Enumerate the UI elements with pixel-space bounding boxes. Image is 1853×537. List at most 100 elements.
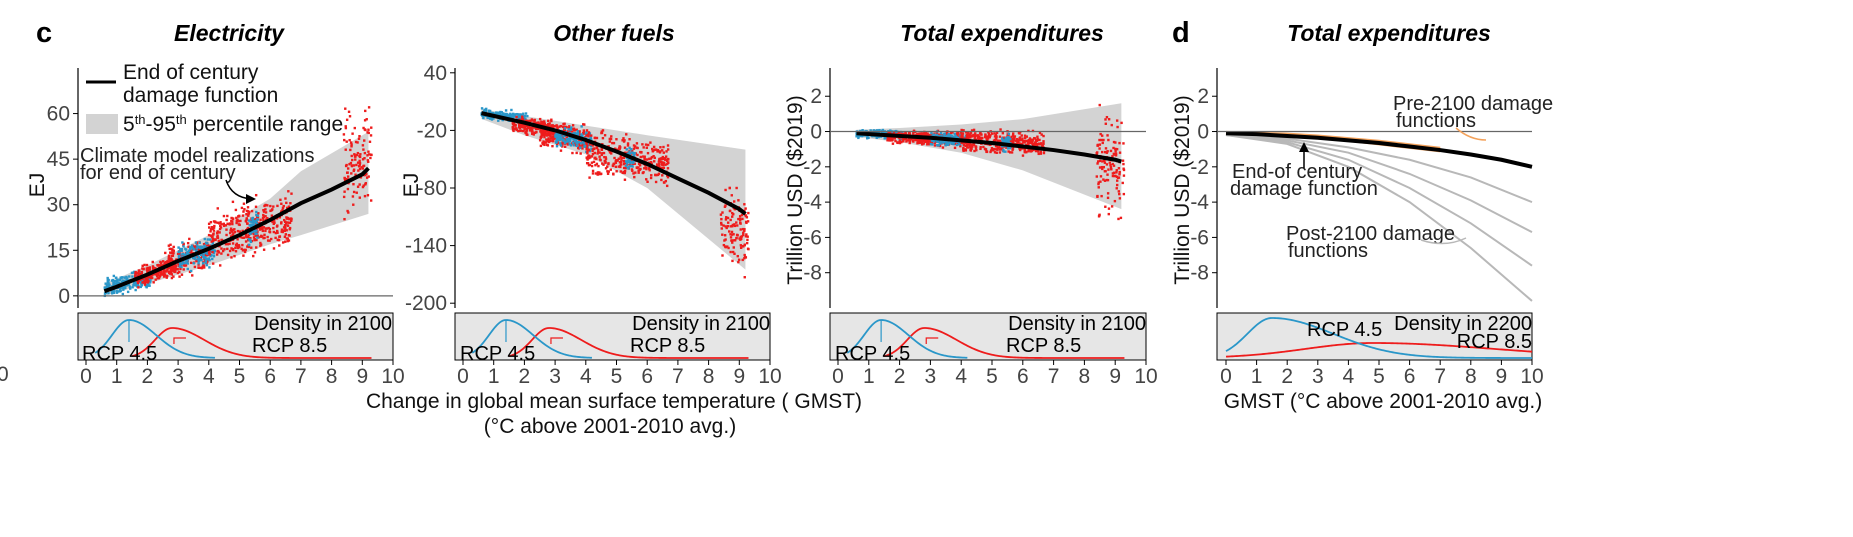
scatter-point bbox=[595, 146, 599, 149]
scatter-point bbox=[653, 156, 656, 160]
x-tick-label: 9 bbox=[1496, 365, 1508, 388]
scatter-point bbox=[357, 137, 361, 140]
scatter-point bbox=[888, 139, 891, 142]
scatter-point bbox=[1106, 134, 1109, 137]
scatter-point bbox=[575, 144, 579, 148]
scatter-point bbox=[995, 151, 998, 154]
scatter-point bbox=[1095, 175, 1099, 178]
scatter-point bbox=[125, 275, 128, 279]
scatter-point bbox=[164, 251, 167, 255]
scatter-point bbox=[579, 146, 582, 149]
scatter-point bbox=[356, 151, 360, 155]
scatter-point bbox=[237, 223, 241, 226]
scatter-point bbox=[362, 148, 365, 151]
scatter-point bbox=[735, 233, 739, 237]
scatter-point bbox=[951, 131, 954, 134]
scatter-point bbox=[361, 167, 364, 170]
scatter-point bbox=[562, 134, 566, 137]
scatter-point bbox=[177, 256, 181, 259]
scatter-point bbox=[1121, 181, 1124, 185]
scatter-point bbox=[264, 211, 268, 214]
scatter-point bbox=[856, 135, 859, 138]
scatter-point bbox=[566, 130, 569, 133]
scatter-point bbox=[346, 187, 350, 191]
scatter-point bbox=[614, 147, 617, 150]
scatter-point bbox=[541, 141, 544, 145]
scatter-point bbox=[724, 204, 727, 207]
scatter-point bbox=[638, 164, 642, 167]
scatter-point bbox=[151, 260, 154, 264]
scatter-point bbox=[598, 155, 601, 158]
scatter-point bbox=[484, 109, 488, 112]
x-tick-label: 0 bbox=[832, 365, 844, 388]
scatter-point bbox=[1099, 132, 1102, 136]
scatter-point bbox=[639, 167, 642, 171]
scatter-point bbox=[998, 148, 1002, 151]
scatter-point bbox=[974, 145, 978, 148]
scatter-point bbox=[667, 158, 670, 161]
scatter-point bbox=[348, 163, 351, 166]
scatter-point bbox=[592, 147, 595, 151]
scatter-point bbox=[211, 262, 215, 265]
scatter-point bbox=[276, 238, 279, 241]
scatter-point bbox=[604, 157, 608, 160]
y-tick-label: -200 bbox=[405, 292, 447, 315]
scatter-point bbox=[279, 198, 282, 202]
x-tick-label: 2 bbox=[894, 365, 906, 388]
scatter-point bbox=[105, 285, 109, 288]
scatter-point bbox=[587, 135, 590, 138]
scatter-point bbox=[555, 143, 559, 146]
scatter-point bbox=[107, 292, 110, 295]
pre-2100-annotation-line2: functions bbox=[1396, 110, 1476, 132]
scatter-point bbox=[982, 145, 985, 149]
scatter-point bbox=[197, 257, 200, 261]
scatter-point bbox=[121, 276, 124, 279]
scatter-point bbox=[611, 141, 614, 145]
scatter-point bbox=[280, 210, 283, 213]
scatter-point bbox=[555, 145, 559, 148]
scatter-point bbox=[181, 261, 185, 264]
scatter-point bbox=[510, 115, 514, 119]
scatter-point bbox=[655, 163, 659, 166]
scatter-point bbox=[502, 113, 506, 117]
scatter-point bbox=[1018, 147, 1021, 150]
scatter-point bbox=[535, 127, 539, 131]
scatter-point bbox=[652, 155, 655, 158]
scatter-point bbox=[523, 128, 526, 131]
scatter-point bbox=[342, 195, 346, 199]
scatter-point bbox=[197, 266, 201, 269]
scatter-point bbox=[603, 155, 606, 159]
scatter-point bbox=[190, 245, 194, 249]
scatter-point bbox=[1122, 142, 1125, 145]
scatter-point bbox=[230, 219, 233, 223]
scatter-point bbox=[1106, 150, 1109, 153]
scatter-point bbox=[974, 134, 978, 137]
scatter-point bbox=[122, 288, 125, 291]
scatter-point bbox=[903, 132, 906, 136]
scatter-point bbox=[590, 155, 594, 158]
scatter-point bbox=[914, 138, 917, 141]
y-tick-label: -140 bbox=[405, 235, 447, 258]
scatter-point bbox=[565, 142, 568, 145]
scatter-point bbox=[556, 127, 559, 130]
scatter-point bbox=[957, 131, 960, 135]
density-rcp85-label: RCP 8.5 bbox=[1457, 331, 1532, 353]
x-tick-label: 3 bbox=[1312, 365, 1324, 388]
scatter-point bbox=[930, 139, 934, 142]
scatter-point bbox=[223, 248, 226, 251]
scatter-point bbox=[528, 119, 532, 123]
post-2100-annotation-line2: functions bbox=[1288, 240, 1368, 262]
density-panel bbox=[1216, 312, 1533, 361]
scatter-point bbox=[362, 184, 365, 187]
scatter-point bbox=[207, 233, 211, 237]
scatter-point bbox=[661, 174, 664, 177]
scatter-point bbox=[170, 276, 174, 280]
scatter-point bbox=[608, 140, 612, 143]
scatter-point bbox=[545, 138, 548, 141]
scatter-point bbox=[353, 153, 356, 156]
scatter-point bbox=[358, 167, 362, 171]
scatter-point bbox=[620, 156, 624, 160]
scatter-point bbox=[242, 202, 246, 205]
scatter-point bbox=[128, 275, 131, 278]
scatter-point bbox=[577, 141, 581, 144]
